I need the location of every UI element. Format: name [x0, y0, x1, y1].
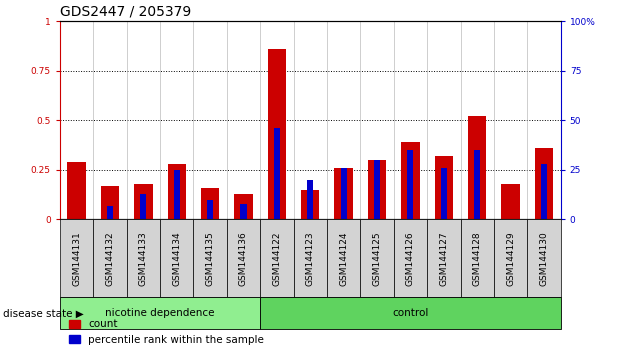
- Bar: [468, 116, 486, 219]
- Text: GSM144131: GSM144131: [72, 231, 81, 286]
- Bar: [134, 184, 152, 219]
- Bar: [374, 160, 380, 219]
- FancyBboxPatch shape: [294, 219, 327, 297]
- Bar: [101, 186, 119, 219]
- Text: GSM144128: GSM144128: [472, 231, 482, 286]
- Bar: [535, 148, 553, 219]
- FancyBboxPatch shape: [260, 219, 294, 297]
- Bar: [301, 190, 319, 219]
- Text: GSM144125: GSM144125: [372, 231, 382, 286]
- Text: GSM144134: GSM144134: [172, 231, 181, 286]
- Bar: [174, 170, 180, 219]
- Bar: [207, 200, 213, 219]
- Text: GSM144132: GSM144132: [105, 231, 115, 286]
- Bar: [140, 194, 146, 219]
- Legend: count, percentile rank within the sample: count, percentile rank within the sample: [65, 315, 268, 349]
- Bar: [107, 206, 113, 219]
- Bar: [474, 150, 480, 219]
- FancyBboxPatch shape: [427, 219, 461, 297]
- Bar: [341, 168, 347, 219]
- Text: GSM144127: GSM144127: [439, 231, 449, 286]
- FancyBboxPatch shape: [60, 219, 93, 297]
- Bar: [441, 168, 447, 219]
- FancyBboxPatch shape: [327, 219, 360, 297]
- Text: GSM144123: GSM144123: [306, 231, 315, 286]
- Bar: [408, 150, 413, 219]
- FancyBboxPatch shape: [394, 219, 427, 297]
- Text: GSM144136: GSM144136: [239, 231, 248, 286]
- Text: GSM144135: GSM144135: [205, 231, 215, 286]
- Bar: [307, 180, 313, 219]
- FancyBboxPatch shape: [93, 219, 127, 297]
- Bar: [501, 184, 520, 219]
- Bar: [368, 160, 386, 219]
- Bar: [234, 194, 253, 219]
- Bar: [67, 162, 86, 219]
- Text: GSM144133: GSM144133: [139, 231, 148, 286]
- Bar: [274, 128, 280, 219]
- Text: nicotine dependence: nicotine dependence: [105, 308, 215, 318]
- Bar: [435, 156, 453, 219]
- Bar: [335, 168, 353, 219]
- Bar: [401, 142, 420, 219]
- Text: GSM144126: GSM144126: [406, 231, 415, 286]
- Bar: [241, 204, 246, 219]
- FancyBboxPatch shape: [160, 219, 193, 297]
- FancyBboxPatch shape: [127, 219, 160, 297]
- Text: disease state ▶: disease state ▶: [3, 308, 84, 318]
- Text: control: control: [392, 308, 428, 318]
- Bar: [268, 49, 286, 219]
- Text: GSM144122: GSM144122: [272, 231, 282, 286]
- Bar: [168, 164, 186, 219]
- Text: GSM144129: GSM144129: [506, 231, 515, 286]
- FancyBboxPatch shape: [360, 219, 394, 297]
- FancyBboxPatch shape: [461, 219, 494, 297]
- Text: GDS2447 / 205379: GDS2447 / 205379: [60, 5, 191, 19]
- Bar: [541, 164, 547, 219]
- FancyBboxPatch shape: [494, 219, 527, 297]
- FancyBboxPatch shape: [60, 297, 260, 329]
- FancyBboxPatch shape: [527, 219, 561, 297]
- Bar: [201, 188, 219, 219]
- FancyBboxPatch shape: [260, 297, 561, 329]
- FancyBboxPatch shape: [193, 219, 227, 297]
- FancyBboxPatch shape: [227, 219, 260, 297]
- Text: GSM144124: GSM144124: [339, 231, 348, 286]
- Text: GSM144130: GSM144130: [539, 231, 549, 286]
